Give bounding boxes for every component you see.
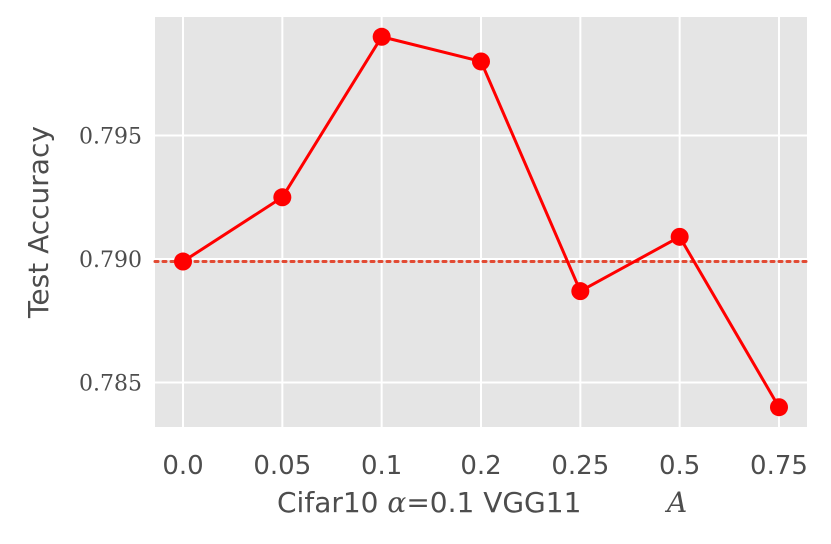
y-axis-label: Test Accuracy (22, 126, 55, 319)
x-axis-label-value: =0.1 VGG11 (406, 486, 581, 519)
x-axis-variable: A (664, 486, 687, 519)
x-tick-label: 0.75 (750, 451, 808, 481)
grid-lines (155, 17, 807, 427)
x-tick-label: 0.1 (361, 451, 402, 481)
y-tick-label: 0.795 (79, 125, 142, 150)
data-point (571, 282, 590, 301)
x-tick-label: 0.25 (551, 451, 609, 481)
x-tick-label: 0.05 (253, 451, 311, 481)
x-tick-label: 0.0 (162, 451, 203, 481)
alpha-symbol: α (387, 486, 406, 519)
data-point (770, 398, 788, 417)
x-tick-labels: 0.0 0.05 0.1 0.2 0.25 0.5 0.75 (162, 451, 808, 481)
data-point (273, 188, 292, 207)
data-point (472, 52, 490, 71)
y-tick-label: 0.790 (79, 248, 142, 273)
data-point (670, 227, 689, 246)
y-tick-label: 0.785 (79, 372, 142, 397)
y-tick-labels: 0.785 0.790 0.795 (79, 125, 142, 397)
data-points (174, 27, 788, 417)
x-tick-label: 0.2 (460, 451, 501, 481)
x-axis-label-prefix: Cifar10 (277, 486, 387, 519)
data-point (174, 252, 192, 271)
x-axis-label: Cifar10 α=0.1 VGG11 (277, 486, 581, 519)
x-tick-label: 0.5 (659, 451, 700, 481)
data-point (372, 27, 391, 46)
